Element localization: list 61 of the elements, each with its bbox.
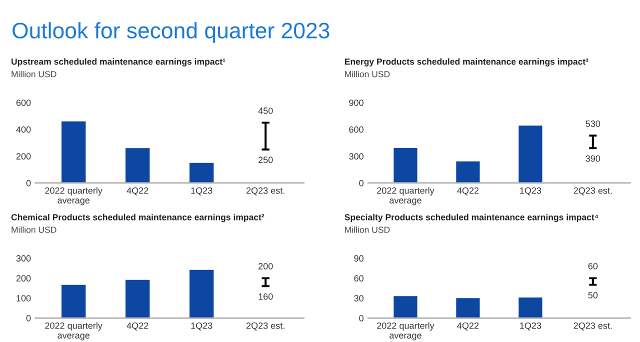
y-tick-label: 200 bbox=[16, 153, 31, 160]
y-tick-label: 90 bbox=[354, 255, 364, 262]
x-tick-label: 4Q22 bbox=[126, 322, 148, 330]
y-tick-label: 200 bbox=[16, 275, 31, 282]
bar bbox=[60, 283, 88, 318]
annotation: 160 bbox=[258, 293, 273, 300]
bar bbox=[124, 146, 152, 183]
x-tick-label: 4Q22 bbox=[457, 187, 479, 196]
bar bbox=[124, 278, 152, 318]
y-tick-label: 0 bbox=[26, 180, 31, 186]
x-tick-label: 1Q23 bbox=[520, 187, 542, 196]
y-tick-label: 100 bbox=[16, 295, 31, 302]
y-tick-label: 600 bbox=[16, 100, 31, 106]
bar bbox=[517, 296, 544, 318]
annotation: 250 bbox=[258, 156, 273, 164]
x-tick-label: 1Q23 bbox=[191, 322, 212, 330]
y-axis-title: Million USD bbox=[345, 70, 390, 78]
x-tick-label: 2Q23 est. bbox=[246, 322, 284, 330]
chart-title: Chemical Products scheduled maintenance earnings impact² bbox=[11, 214, 264, 222]
x-tick-label: 4Q22 bbox=[126, 187, 148, 196]
y-tick-label: 30 bbox=[354, 295, 364, 302]
x-tick-label: 2022 quarterly average bbox=[45, 187, 102, 206]
annotation: 60 bbox=[588, 263, 598, 270]
annotation: 50 bbox=[588, 292, 598, 298]
chart-title: Upstream scheduled maintenance earnings impact¹ bbox=[12, 58, 226, 66]
bar bbox=[517, 124, 544, 183]
annotation: 530 bbox=[586, 120, 600, 127]
bar bbox=[392, 294, 419, 318]
y-tick-label: 0 bbox=[26, 315, 31, 322]
y-axis-title: Million USD bbox=[12, 226, 56, 233]
annotation: 390 bbox=[586, 155, 600, 162]
annotation: 450 bbox=[258, 108, 273, 114]
y-tick-label: 0 bbox=[359, 180, 364, 186]
bar bbox=[454, 296, 482, 318]
bar bbox=[188, 268, 216, 318]
y-tick-label: 600 bbox=[349, 126, 364, 133]
y-tick-label: 400 bbox=[16, 126, 31, 133]
bar bbox=[188, 162, 216, 183]
x-tick-label: 2022 quarterly average bbox=[377, 322, 434, 340]
y-axis-title: Million USD bbox=[345, 226, 390, 233]
bar bbox=[454, 160, 482, 183]
bar bbox=[60, 120, 88, 183]
x-tick-label: 2022 quarterly average bbox=[377, 187, 434, 206]
y-tick-label: 60 bbox=[354, 275, 364, 282]
x-tick-label: 2Q23 est. bbox=[574, 322, 612, 330]
x-tick-label: 2Q23 est. bbox=[574, 187, 612, 196]
y-tick-label: 300 bbox=[16, 255, 31, 262]
text: Outlook for second quarter 2023 bbox=[12, 22, 330, 43]
x-tick-label: 2022 quarterly average bbox=[45, 322, 102, 340]
y-tick-label: 0 bbox=[359, 315, 364, 322]
chart-title: Specialty Products scheduled maintenance earnings impact⁴ bbox=[344, 214, 598, 222]
x-tick-label: 4Q22 bbox=[457, 322, 479, 330]
y-axis-title: Million USD bbox=[12, 70, 56, 78]
y-tick-label: 300 bbox=[349, 153, 364, 160]
bar bbox=[392, 146, 419, 183]
annotation: 200 bbox=[258, 263, 273, 270]
x-tick-label: 1Q23 bbox=[520, 322, 542, 330]
y-tick-label: 900 bbox=[349, 100, 364, 106]
x-tick-label: 2Q23 est. bbox=[246, 187, 284, 196]
chart-title: Energy Products scheduled maintenance earnings impact³ bbox=[344, 58, 588, 66]
x-tick-label: 1Q23 bbox=[191, 187, 212, 196]
